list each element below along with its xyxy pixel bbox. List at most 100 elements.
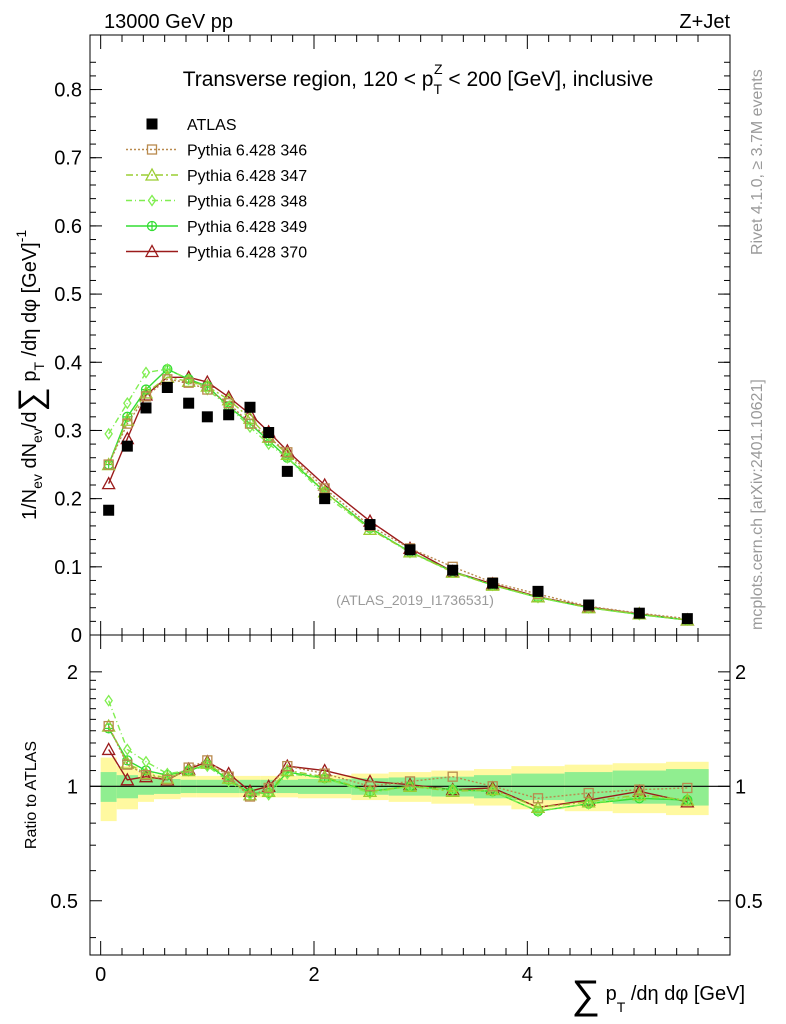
ratio-point (448, 783, 457, 796)
ratio-point (200, 755, 215, 769)
ratio-tick-label: 1 (67, 776, 78, 798)
ratio-point (263, 782, 274, 794)
ratio-point (530, 800, 546, 814)
y-tick-label: 0.5 (54, 284, 82, 306)
legend-label: Pythia 6.428 346 (187, 143, 307, 160)
legend-entry: Pythia 6.428 347 (126, 167, 307, 185)
data-point (681, 613, 693, 625)
ratio-point (163, 767, 172, 780)
ratio-point (283, 767, 292, 780)
ratio-point (183, 762, 194, 773)
ratio-line (108, 725, 688, 799)
series-pythia-6.428-347 (101, 369, 695, 626)
legend-entry: ATLAS (146, 117, 237, 134)
ratio-tick-label-right: 1 (735, 776, 746, 798)
y-tick-label: 0.8 (54, 80, 82, 102)
ratio-point (533, 805, 543, 818)
x-axis-label: ∑ pT /dη dφ [GeV] (572, 973, 745, 1017)
legend-label: Pythia 6.428 347 (187, 168, 307, 185)
y-tick-label: 0 (71, 625, 82, 647)
ratio-y-ticks: 0.5 0.5 1 1 2 2 (50, 662, 763, 939)
y-tick-label: 0.4 (54, 352, 82, 374)
main-x-ticks (100, 35, 699, 635)
ratio-series-pythia-6.428-346 (103, 720, 693, 804)
main-series-group (101, 362, 695, 627)
data-point (532, 585, 544, 597)
data-point (319, 493, 331, 505)
data-point (101, 476, 116, 490)
data-point (121, 440, 133, 452)
data-point (201, 411, 213, 423)
ratio-point (120, 755, 135, 769)
series-line (108, 378, 688, 620)
ratio-point (122, 759, 133, 770)
data-point (104, 427, 113, 440)
data-point (282, 447, 293, 458)
ratio-point (242, 787, 258, 801)
data-point (103, 459, 114, 470)
data-point (123, 397, 132, 410)
ratio-tick-label: 0.5 (50, 891, 78, 913)
data-point (183, 397, 195, 409)
band-inner (100, 772, 117, 802)
ratio-point (162, 774, 173, 785)
x-tick-label: 2 (308, 964, 319, 986)
legend-marker (146, 220, 158, 232)
ratio-point (221, 770, 236, 784)
data-point (633, 607, 645, 619)
y-tick-label: 0.3 (54, 420, 82, 442)
data-point (141, 366, 151, 379)
legend-entry: Pythia 6.428 346 (126, 143, 307, 160)
series-pythia-6.428-346 (103, 374, 693, 624)
ratio-point (488, 785, 497, 798)
data-point (263, 427, 275, 438)
series-pythia-6.428-370 (101, 369, 695, 626)
legend-entry: Pythia 6.428 370 (126, 244, 307, 262)
ratio-point (120, 772, 135, 786)
ratio-point (634, 784, 645, 795)
legend-label: ATLAS (187, 117, 237, 134)
ratio-point (447, 771, 458, 782)
legend-marker (144, 244, 160, 258)
header-left: 13000 GeV pp (104, 11, 233, 33)
ratio-point (364, 781, 376, 792)
data-point (163, 362, 172, 376)
data-point (223, 398, 234, 409)
ratio-tick-label-right: 0.5 (735, 891, 763, 913)
ratio-point (282, 760, 293, 772)
ratio-point (104, 694, 113, 707)
ratio-y-axis-label: Ratio to ATLAS (23, 741, 40, 849)
data-point (103, 504, 115, 516)
legend-label: Pythia 6.428 370 (187, 245, 307, 262)
ratio-tick-label-right: 2 (735, 662, 746, 684)
x-tick-label: 0 (95, 964, 106, 986)
legend-label: Pythia 6.428 348 (187, 194, 307, 211)
svg-text:1/Nev dNev/d∑ pT /dη dφ [GeV]: 1/Nev dNev/d∑ pT /dη dφ [GeV]-1 (12, 230, 50, 520)
ratio-point (123, 743, 132, 756)
data-point (122, 418, 133, 429)
ratio-panel: 0.5 0.5 1 1 2 2 0 2 4 (50, 634, 763, 986)
ratio-point (181, 763, 196, 777)
ratio-point (202, 755, 213, 766)
data-point (244, 418, 256, 429)
legend: ATLAS Pythia 6.428 346 Pythia 6.428 347 Pyt… (126, 117, 307, 262)
series-line (108, 376, 688, 621)
main-title: Transverse region, 120 < pTZ < 200 [GeV]… (183, 61, 654, 97)
rivet-label: Rivet 4.1.0, ≥ 3.7M events (749, 69, 766, 255)
analysis-watermark: (ATLAS_2019_I1736531) (336, 592, 494, 608)
y-tick-label: 0.7 (54, 148, 82, 170)
ratio-x-ticks: 0 2 4 (95, 635, 699, 986)
ratio-point (101, 742, 116, 756)
series-atlas (103, 382, 693, 625)
ratio-series-group (101, 694, 695, 818)
series-line (108, 368, 688, 621)
main-panel: 0 0.1 0.2 0.3 0.4 0.5 0.6 0.7 0.8 Transverse reg… (54, 34, 731, 647)
ratio-point (485, 782, 500, 796)
ratio-point (223, 771, 234, 782)
data-point (140, 391, 152, 402)
y-tick-label: 0.6 (54, 216, 82, 238)
mcplots-label: mcplots.cern.ch [arXiv:2401.10621] (749, 379, 766, 630)
data-point (223, 409, 235, 421)
data-point (319, 483, 330, 494)
